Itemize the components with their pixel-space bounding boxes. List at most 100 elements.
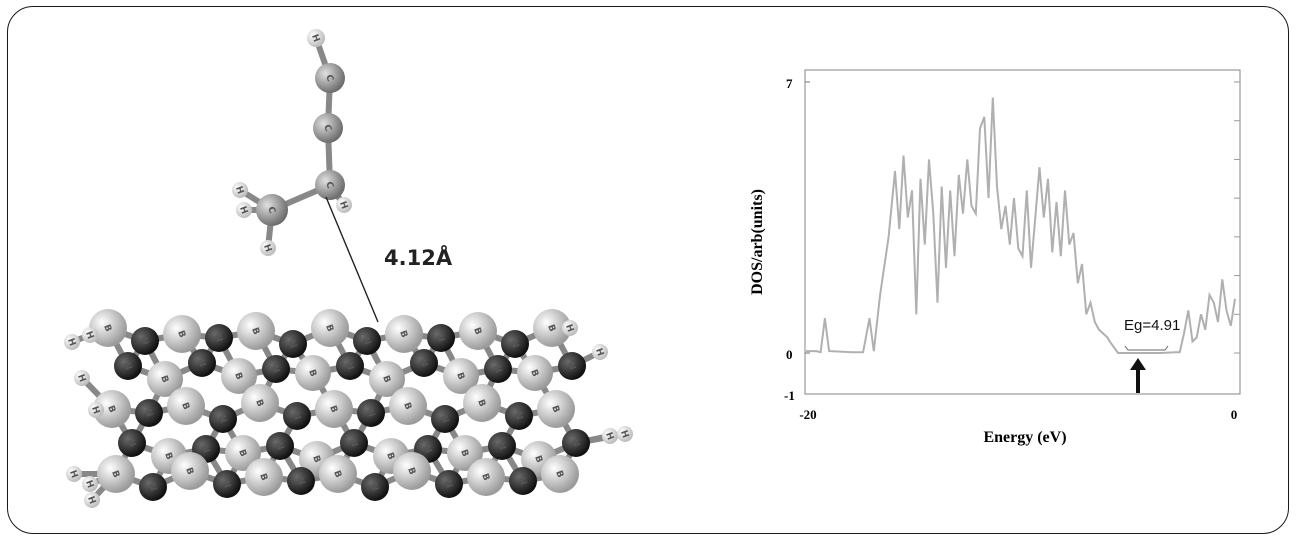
- boron-atom: [443, 358, 479, 394]
- nitrogen-atom: [357, 399, 385, 427]
- nitrogen-atom-label: N: [512, 411, 524, 422]
- boron-atom-label: B: [549, 404, 561, 414]
- boron-atom: [315, 390, 353, 428]
- nitrogen-atom: [139, 473, 167, 501]
- boron-atom-label: B: [454, 371, 466, 381]
- x-axis-label: Energy (eV): [983, 429, 1066, 446]
- nitrogen-atom-label: N: [146, 482, 158, 493]
- hydrogen-atom-label: H: [237, 205, 249, 216]
- boron-atom-label: B: [528, 368, 540, 378]
- hydrogen-atom-label: H: [337, 200, 349, 211]
- boron-atom-label: B: [471, 326, 483, 336]
- boron-atom: [533, 309, 571, 347]
- carbon-atom-label: C: [321, 124, 333, 134]
- hydrogen-atom-label: H: [89, 405, 101, 416]
- boron-atom-label: B: [458, 448, 470, 458]
- nitrogen-atom-label: N: [360, 336, 372, 347]
- molecule-nanotube-panel: B B BB BB BN NN NN NN NN N NN NB BB BB BB BB BB B BN NN NN NN…: [64, 29, 633, 508]
- nitrogen-atom: [118, 429, 146, 457]
- nitrogen-atom: [509, 467, 537, 495]
- nitrogen-atom: [131, 327, 159, 355]
- nitrogen-atom-label: N: [417, 358, 429, 369]
- nitrogen-atom: [287, 467, 315, 495]
- x-tick-label: 0: [1231, 407, 1238, 422]
- hydrogen-atom-label: H: [75, 373, 87, 384]
- nitrogen-atom-label: N: [216, 414, 228, 425]
- hydrogen-atom-label: H: [593, 347, 605, 358]
- nitrogen-atom-label: N: [273, 441, 285, 452]
- dos-chart: Eg=4.91 7 0 -1 -20 0 Energy (eV) DOS/arb…: [749, 69, 1241, 446]
- nitrogen-atom: [488, 432, 516, 460]
- dos-series-line: [806, 97, 1236, 354]
- hydrogen-atom: [66, 466, 82, 482]
- carbon-atom-label: C: [265, 206, 277, 216]
- hydrogen-atom: [82, 327, 98, 343]
- nitrogen-atom: [114, 352, 142, 380]
- boron-atom-label: B: [401, 401, 413, 411]
- boron-atom: [171, 452, 209, 490]
- nitrogen-atom-label: N: [294, 476, 306, 487]
- nitrogen-atom-label: N: [434, 333, 446, 344]
- hydrogen-atom-label: H: [65, 337, 77, 348]
- hydrogen-atom-label: H: [603, 431, 615, 442]
- nitrogen-atom: [435, 470, 463, 498]
- nitrogen-atom-label: N: [138, 336, 150, 347]
- boron-atom: [319, 455, 357, 493]
- hydrogen-atom: [617, 426, 633, 442]
- boron-atom: [163, 315, 201, 353]
- nitrogen-atom: [410, 349, 438, 377]
- nitrogen-atom: [431, 405, 459, 433]
- y-tick-label: 0: [786, 347, 793, 362]
- band-gap-arrow-shaft: [1136, 368, 1140, 393]
- boron-atom-label: B: [162, 451, 174, 461]
- nitrogen-atom-label: N: [290, 411, 302, 422]
- nitrogen-atom-label: N: [368, 482, 380, 493]
- boron-atom: [517, 355, 553, 391]
- nitrogen-atom-label: N: [347, 438, 359, 449]
- distance-label: 4.12Å: [384, 245, 453, 270]
- boron-atom: [389, 387, 427, 425]
- nitrogen-atom: [213, 470, 241, 498]
- nitrogen-atom: [484, 355, 512, 383]
- y-axis-label: DOS/arb(units): [749, 189, 766, 295]
- hydrogen-atom-label: H: [83, 330, 95, 341]
- boron-atom-label: B: [101, 323, 113, 333]
- boron-atom-label: B: [105, 404, 117, 414]
- boron-atom: [385, 315, 423, 353]
- nitrogen-atom: [353, 327, 381, 355]
- hydrogen-atom: [602, 428, 618, 444]
- hydrogen-atom: [336, 197, 352, 213]
- boron-atom: [537, 390, 575, 428]
- hydrogen-atom-label: H: [261, 243, 273, 254]
- boron-atom-label: B: [553, 469, 565, 479]
- minor-ticks: [805, 81, 1240, 354]
- nitrogen-atom: [188, 349, 216, 377]
- nitrogen-atom: [427, 324, 455, 352]
- carbon-atom: [315, 63, 345, 93]
- boron-atom: [369, 361, 405, 397]
- boron-atom: [311, 309, 349, 347]
- nitrogen-atom-label: N: [569, 438, 581, 449]
- boron-atom: [97, 455, 135, 493]
- hydrogen-atom: [592, 344, 608, 360]
- boron-atom-label: B: [158, 374, 170, 384]
- carbon-atom-label: C: [323, 181, 335, 191]
- boron-atom: [463, 384, 501, 422]
- boron-atom-label: B: [232, 371, 244, 381]
- boron-atom: [89, 309, 127, 347]
- boron-atom-label: B: [405, 466, 417, 476]
- hydrogen-atom-label: H: [233, 185, 245, 196]
- boron-atom-label: B: [179, 401, 191, 411]
- nitrogen-atom: [283, 402, 311, 430]
- boron-atom-label: B: [475, 398, 487, 408]
- carbon-atom: [313, 113, 343, 143]
- band-gap-label: Eg=4.91: [1124, 317, 1180, 334]
- hydrogen-atom: [232, 182, 248, 198]
- boron-atom: [225, 435, 261, 471]
- hydrogen-atom: [307, 29, 325, 47]
- nitrogen-atom-label: N: [125, 438, 137, 449]
- nitrogen-atom-label: N: [516, 476, 528, 487]
- carbon-atom: [256, 194, 288, 226]
- hydrogen-atom-label: H: [309, 33, 321, 44]
- nitrogen-atom: [562, 429, 590, 457]
